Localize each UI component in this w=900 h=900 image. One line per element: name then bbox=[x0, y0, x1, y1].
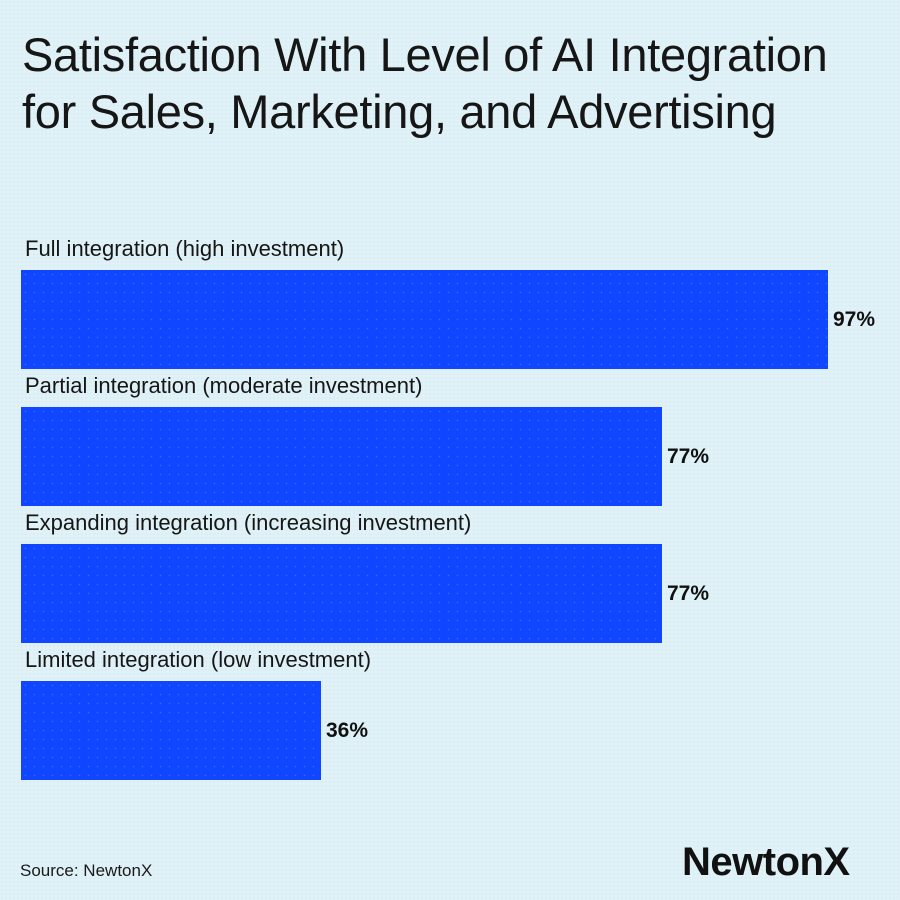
bar bbox=[21, 544, 662, 643]
value-label: 97% bbox=[833, 308, 876, 331]
bar-row: Full integration (high investment) 97% bbox=[0, 234, 900, 371]
category-label: Partial integration (moderate investment… bbox=[25, 373, 423, 398]
bar bbox=[21, 407, 662, 506]
bar bbox=[21, 681, 321, 780]
value-label: 77% bbox=[667, 582, 710, 605]
bar-row: Partial integration (moderate investment… bbox=[0, 371, 900, 508]
category-label: Expanding integration (increasing invest… bbox=[25, 510, 472, 535]
bar bbox=[21, 270, 828, 369]
source-note: Source: NewtonX bbox=[20, 861, 153, 880]
chart-title: Satisfaction With Level of AI Integratio… bbox=[22, 28, 828, 138]
category-label: Limited integration (low investment) bbox=[25, 647, 372, 672]
value-label: 77% bbox=[667, 445, 710, 468]
value-label: 36% bbox=[326, 719, 369, 742]
newtonx-logo: NewtonX bbox=[682, 840, 850, 884]
bar-row: Expanding integration (increasing invest… bbox=[0, 508, 900, 645]
category-label: Full integration (high investment) bbox=[25, 236, 345, 261]
bar-row: Limited integration (low investment) 36% bbox=[0, 645, 900, 782]
